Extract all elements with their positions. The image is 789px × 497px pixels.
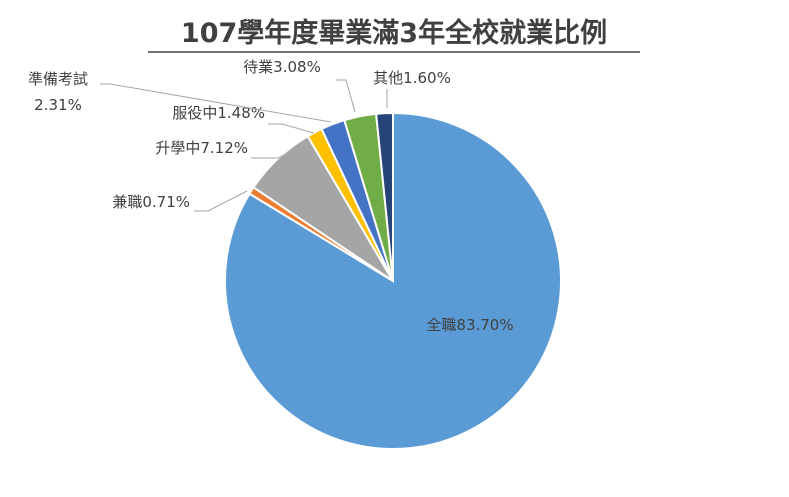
data-label: 服役中1.48% (172, 104, 265, 122)
label-category: 全職 (426, 316, 456, 334)
label-category: 其他 (373, 69, 403, 87)
data-label: 兼職0.71% (112, 193, 190, 211)
label-value: 2.31% (34, 96, 82, 114)
chart-title: 107學年度畢業滿3年全校就業比例 (181, 17, 607, 49)
label-value: 7.12% (200, 139, 248, 157)
leader-line (336, 79, 356, 113)
data-label: 其他1.60% (373, 69, 451, 87)
label-category: 準備考試 (28, 70, 88, 88)
label-value: 1.60% (403, 69, 451, 87)
label-category: 升學中 (155, 139, 200, 157)
label-category: 待業 (243, 58, 273, 76)
data-label: 升學中7.12% (155, 139, 248, 157)
label-value: 0.71% (142, 193, 190, 211)
label-value: 83.70% (456, 316, 513, 334)
label-category: 兼職 (112, 193, 142, 211)
data-label: 全職83.70% (426, 316, 513, 334)
leader-line (100, 83, 332, 123)
label-value: 3.08% (273, 58, 321, 76)
label-category: 服役中 (172, 104, 217, 122)
pie-slice (375, 111, 394, 282)
leader-line (251, 152, 289, 159)
data-label: 準備考試 2.31% (28, 70, 88, 114)
data-label: 待業3.08% (243, 58, 321, 76)
leader-line (268, 123, 315, 134)
leader-line (194, 190, 248, 212)
